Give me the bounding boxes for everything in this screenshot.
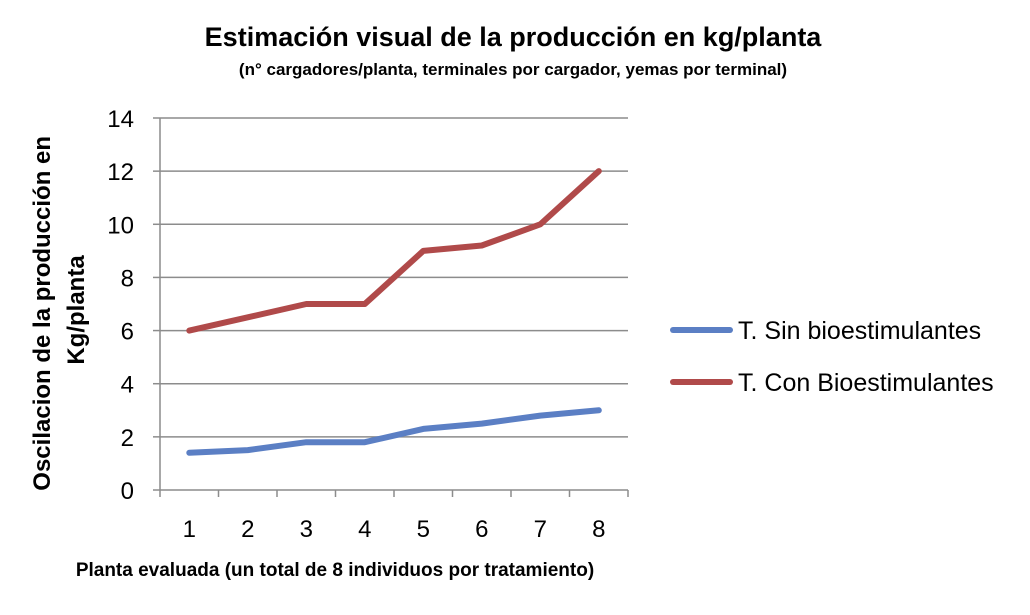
- y-tick-label-6: 6: [121, 319, 134, 346]
- x-tick-label-5: 5: [417, 516, 430, 543]
- legend-label-sin: T. Sin bioestimulantes: [738, 317, 981, 345]
- legend: T. Sin bioestimulantes T. Con Bioestimul…: [670, 317, 994, 397]
- series-lines: [186, 168, 602, 456]
- y-tick-label-0: 0: [121, 478, 134, 505]
- x-tick-label-2: 2: [241, 516, 254, 543]
- x-tick-label-6: 6: [475, 516, 488, 543]
- gridlines: [160, 117, 628, 438]
- y-tick-label-14: 14: [107, 106, 134, 133]
- y-axis-title: Oscilacion de la producción en Kg/planta: [29, 129, 90, 490]
- y-tick-labels: 0 2 4 6 8 10 12 14: [107, 106, 134, 505]
- y-tick-label-4: 4: [121, 372, 134, 399]
- series-line-1: [186, 407, 602, 456]
- y-tick-label-12: 12: [107, 159, 134, 186]
- x-tick-label-8: 8: [592, 516, 605, 543]
- series-line-2: [186, 168, 602, 334]
- y-axis-title-line-1: Oscilacion de la producción en: [29, 136, 56, 491]
- y-tick-label-2: 2: [121, 425, 134, 452]
- y-axis-title-line-2: Kg/planta: [63, 255, 90, 365]
- y-tick-label-10: 10: [107, 212, 134, 239]
- x-tick-labels: 1 2 3 4 5 6 7 8: [183, 516, 606, 543]
- x-tick-label-1: 1: [183, 516, 196, 543]
- chart-title: Estimación visual de la producción en kg…: [205, 22, 823, 52]
- axes: [153, 117, 629, 497]
- x-tick-label-3: 3: [300, 516, 313, 543]
- x-tick-label-4: 4: [358, 516, 371, 543]
- legend-label-con: T. Con Bioestimulantes: [738, 369, 994, 397]
- chart-subtitle: (n° cargadores/planta, terminales por ca…: [239, 60, 787, 79]
- x-tick-label-7: 7: [534, 516, 547, 543]
- y-tick-label-8: 8: [121, 265, 134, 292]
- x-axis-title: Planta evaluada (un total de 8 individuo…: [76, 560, 594, 581]
